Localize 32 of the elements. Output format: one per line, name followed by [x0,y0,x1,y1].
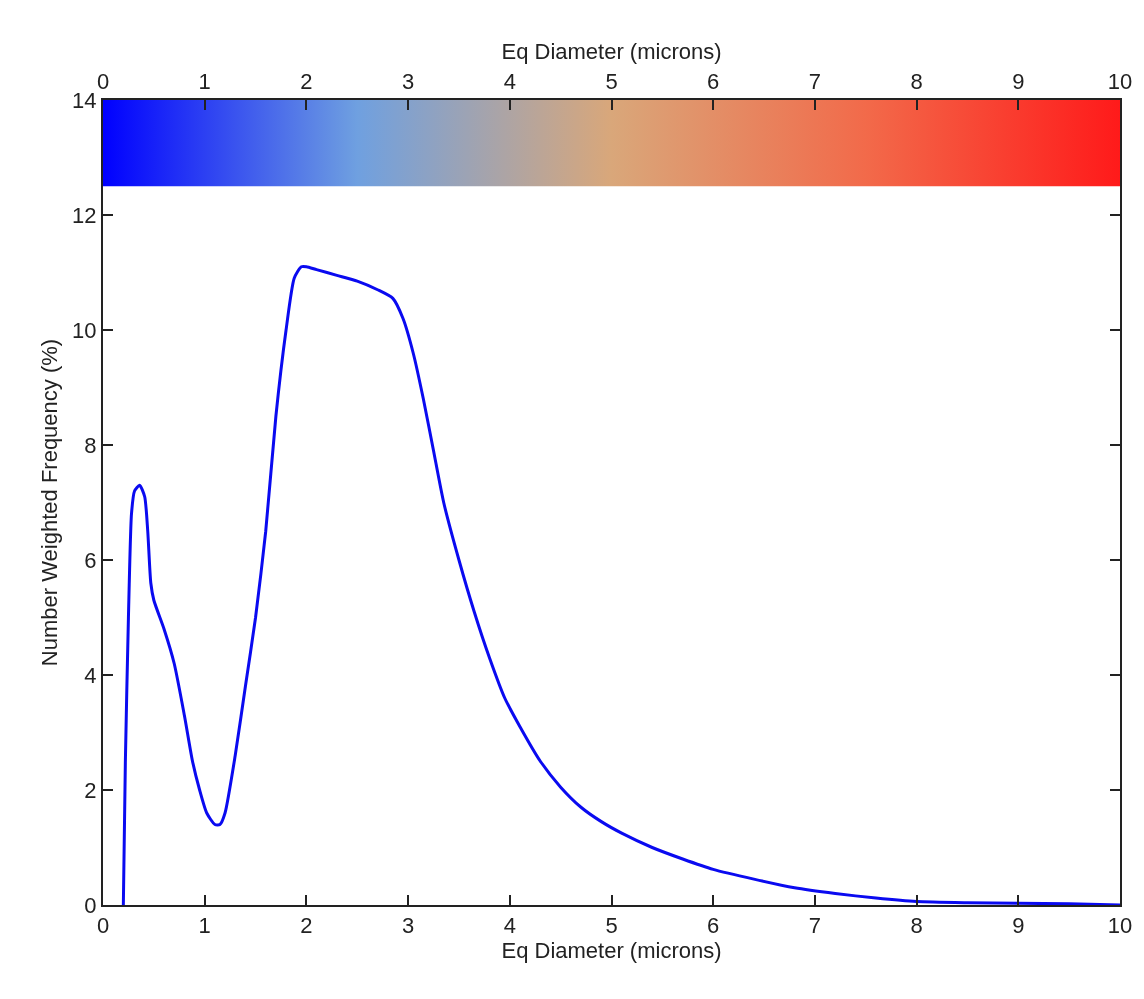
y-axis-title: Number Weighted Frequency (%) [37,338,63,667]
x-tick-label: 4 [503,69,516,95]
x2-tick-label: 7 [808,913,822,939]
x-axis-title: Eq Diameter (microns) [501,938,722,964]
x-tick-label: 10 [1107,69,1133,95]
x2-tick-label: 9 [1012,913,1025,939]
x2-tick-label: 6 [707,913,720,939]
y-tick-label: 12 [72,202,97,228]
x-tick-label: 3 [401,69,415,95]
line-series [121,265,1120,905]
y-tick-label: 14 [72,87,97,113]
x2-tick-label: 10 [1107,913,1133,939]
x-tick-label: 6 [707,69,720,95]
x2-tick-label: 2 [300,913,313,939]
x-tick-label: 8 [910,69,923,95]
x-tick-label: 1 [198,69,211,95]
x-tick-label: 7 [808,69,822,95]
x2-tick-label: 8 [910,913,923,939]
y-tick-label: 0 [84,892,97,918]
x2-tick-label: 3 [401,913,415,939]
x2-tick-label: 4 [503,913,516,939]
x-tick-label: 2 [300,69,313,95]
y-tick-label: 10 [72,317,97,343]
y-tick-label: 4 [84,662,97,688]
x2-tick-label: 5 [605,913,618,939]
x-tick-label: 5 [605,69,618,95]
y-tick-label: 6 [84,547,97,573]
y-tick-label: 2 [84,777,97,803]
x2-axis-title: Eq Diameter (microns) [501,38,722,64]
x-tick-label: 9 [1012,69,1025,95]
x2-tick-label: 1 [198,913,211,939]
y-tick-label: 8 [84,432,97,458]
